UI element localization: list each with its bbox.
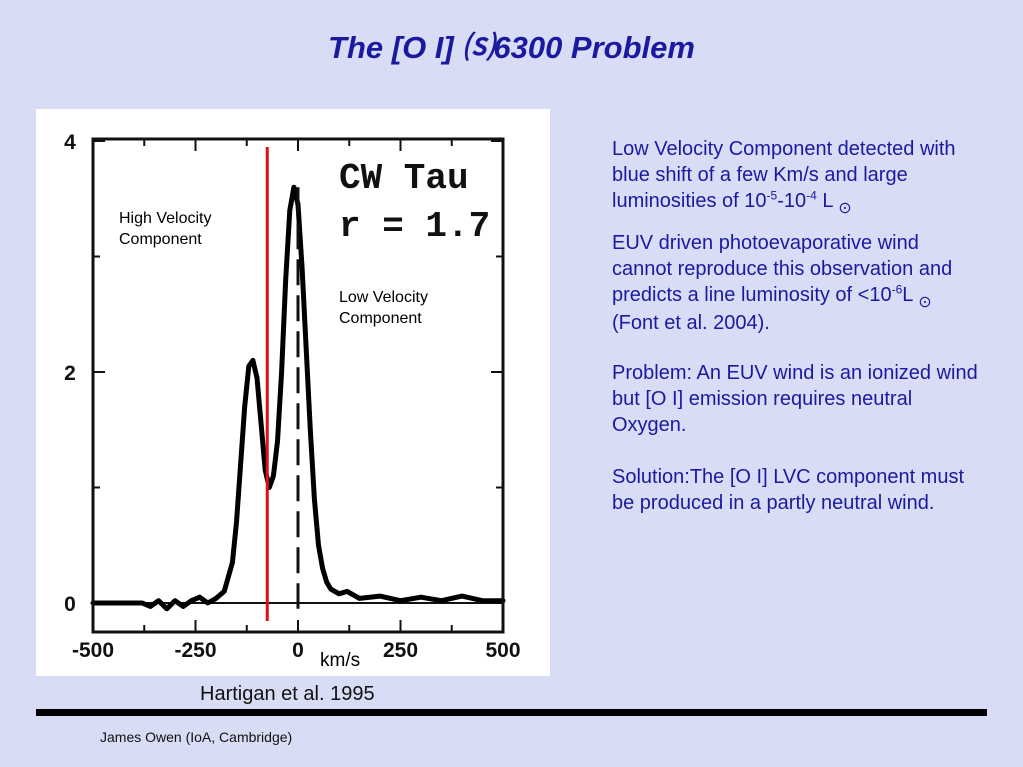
paragraph-euv: EUV driven photoevaporative wind cannot … xyxy=(612,230,982,336)
chart-title: CW Tau xyxy=(339,158,469,199)
x-axis-label: km/s xyxy=(320,650,361,671)
spectrum-chart: -500 -250 0 250 500 0 2 4 xyxy=(64,131,520,662)
hvc-annotation: High Velocity Component xyxy=(119,210,212,248)
slide-title: The [O I] ⒮6300 Problem xyxy=(328,30,695,65)
footer-divider xyxy=(36,709,987,716)
y-tick-label: 4 xyxy=(64,131,76,154)
y-tick-label: 2 xyxy=(64,362,76,385)
x-tick-label: 250 xyxy=(383,639,418,662)
sun-symbol: ⊙ xyxy=(838,200,852,217)
x-tick-label: -500 xyxy=(72,639,114,662)
footer-author: James Owen (IoA, Cambridge) xyxy=(100,729,293,745)
p1-exponent-1: -5 xyxy=(766,188,778,203)
p2-text-a: EUV driven photoevaporative wind cannot … xyxy=(612,232,953,306)
lvc-annotation: Low Velocity Component xyxy=(339,289,428,327)
plot-frame xyxy=(91,137,505,634)
p1-text-b: -10 xyxy=(777,190,807,212)
paragraph-solution: Solution:The [O I] LVC component must be… xyxy=(612,466,965,514)
x-tick-label: 500 xyxy=(485,639,520,662)
p1-text-a: Low Velocity Component detected with blu… xyxy=(612,138,956,212)
paragraph-lvc: Low Velocity Component detected with blu… xyxy=(612,136,982,217)
line-profile-series xyxy=(90,184,506,612)
x-tick-label: -250 xyxy=(174,639,216,662)
spectrum-plot: -500 -250 0 250 500 0 2 4 CW Tau r = 1.7 High V… xyxy=(36,109,550,676)
figure-caption: Hartigan et al. 1995 xyxy=(200,683,375,705)
p2-text-b: L xyxy=(902,284,913,306)
p2-exponent: -6 xyxy=(891,282,903,297)
sun-symbol: ⊙ xyxy=(918,294,932,311)
chart-subtitle: r = 1.7 xyxy=(339,206,491,247)
p1-exponent-2: -4 xyxy=(806,188,817,203)
p2-text-c: (Font et al. 2004). xyxy=(612,312,770,334)
x-tick-label: 0 xyxy=(292,639,304,662)
paragraph-problem: Problem: An EUV wind is an ionized wind … xyxy=(612,362,978,436)
p1-text-c: L xyxy=(816,190,833,212)
y-tick-label: 0 xyxy=(64,593,76,616)
